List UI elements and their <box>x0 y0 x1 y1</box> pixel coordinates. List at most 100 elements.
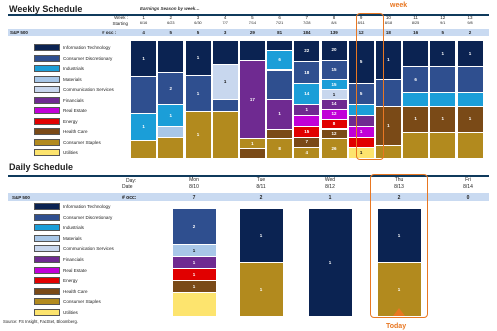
stack-segment <box>172 268 216 280</box>
legend-swatch <box>34 287 60 295</box>
legend-label: Energy <box>63 278 78 284</box>
segment-label: 1 <box>192 271 196 277</box>
week-occ-count: 12 <box>358 30 364 35</box>
segment-label: 1 <box>387 57 390 63</box>
stack-segment <box>457 105 483 132</box>
day-date: 8/12 <box>325 184 335 190</box>
day-occ-count: 2 <box>397 195 401 201</box>
stack-segment <box>267 99 293 129</box>
legend-swatch <box>34 298 60 306</box>
week-occ-count: 5 <box>169 30 173 35</box>
segment-label: 15 <box>331 81 337 87</box>
daily-sp-label: S&P 500 <box>12 195 30 200</box>
segment-label: 15 <box>304 128 310 134</box>
week-start-date: 7/14 <box>248 21 257 25</box>
stack-segment <box>348 104 374 116</box>
legend-label: Communication Services <box>63 87 114 92</box>
week-occ-count: 16 <box>413 30 419 35</box>
day-occ-count: 0 <box>466 195 470 201</box>
week-occ-count: 3 <box>223 30 227 35</box>
today-highlight <box>370 174 428 318</box>
stack-segment <box>321 118 347 129</box>
weekly-sp-label: S&P 500 <box>10 30 28 35</box>
stack-segment <box>377 208 421 262</box>
stack-segment <box>375 79 401 106</box>
segment-label: 1 <box>397 232 401 238</box>
legend-swatch <box>34 128 60 135</box>
segment-label: 12 <box>331 111 337 117</box>
week-start-date: 7/21 <box>275 21 284 25</box>
segment-label: 1 <box>441 50 445 56</box>
week-occ-count: 2 <box>468 30 472 35</box>
stack-segment <box>377 262 421 316</box>
legend-label: Materials <box>63 235 82 241</box>
legend-swatch <box>34 138 60 146</box>
week-number: 8 <box>332 15 336 20</box>
stack-segment <box>185 75 211 111</box>
week-number: 11 <box>413 15 418 20</box>
stack-segment <box>239 59 265 139</box>
day-date: 8/11 <box>256 184 266 190</box>
week-number: 1 <box>142 15 145 20</box>
legend-label: Consumer Staples <box>63 139 101 145</box>
legend-label: Real Estate <box>63 108 87 113</box>
segment-label: 7 <box>305 139 309 145</box>
weekly-subtitle: Earnings Season by week… <box>140 6 200 11</box>
stack-segment <box>457 131 483 158</box>
day-name: Tue <box>256 177 266 183</box>
segment-label: 1 <box>223 78 227 84</box>
week-number: 9 <box>359 15 363 20</box>
legend-label: Financials <box>63 257 84 262</box>
stack-segment <box>185 110 211 158</box>
day-name: Wed <box>324 177 336 183</box>
next-week-highlight <box>356 13 384 160</box>
stack-segment <box>308 208 352 316</box>
segment-label: 1 <box>196 55 200 61</box>
stack-segment <box>267 138 293 158</box>
stack-segment <box>131 76 157 113</box>
stack-segment <box>294 104 320 116</box>
daily-header-rule <box>8 175 489 177</box>
day-occ-count: 1 <box>328 195 332 201</box>
legend-swatch <box>34 65 60 72</box>
week-start-date: 8/4 <box>331 21 337 25</box>
segment-label: 17 <box>249 96 255 102</box>
day-row-label: Day: <box>126 178 137 184</box>
daily-sp-row <box>8 193 489 201</box>
legend-swatch <box>34 309 60 316</box>
legend-label: Industrials <box>63 225 84 231</box>
starting-row-label: Starting <box>112 21 128 26</box>
day-occ-count: 2 <box>259 195 263 201</box>
week-number: 6 <box>278 15 281 20</box>
legend-label: Industrials <box>63 66 84 71</box>
day-date: 8/10 <box>189 184 199 190</box>
stack-segment <box>158 40 184 73</box>
week-start-date: 6/23 <box>167 21 175 25</box>
today-callout: Today <box>386 323 407 330</box>
day-name: Mon <box>189 177 199 183</box>
segment-label: 1 <box>468 50 472 56</box>
segment-label: 4 <box>305 150 309 156</box>
stack-segment <box>239 148 265 158</box>
stack-segment <box>430 92 456 106</box>
segment-label: 2 <box>169 85 173 91</box>
today-arrow-icon <box>393 308 405 316</box>
day-occ-count: 7 <box>192 195 196 201</box>
segment-label: 18 <box>304 69 310 75</box>
stack-segment <box>131 112 157 140</box>
segment-label: 1 <box>169 112 173 118</box>
stack-segment <box>158 136 184 158</box>
segment-label: 1 <box>259 232 263 238</box>
week-start-date: 8/11 <box>357 21 365 25</box>
stack-segment <box>321 108 347 119</box>
segment-label: 22 <box>304 48 310 54</box>
segment-label: 1 <box>387 122 390 128</box>
segment-label: 12 <box>331 130 337 136</box>
legend-swatch <box>34 213 60 221</box>
week-start-date: 7/28 <box>303 21 311 25</box>
legend-label: Information Technology <box>63 204 111 209</box>
week-occ-count: 81 <box>277 30 283 35</box>
weekly-title: Weekly Schedule <box>9 4 83 14</box>
week-occ-count: 184 <box>303 30 311 35</box>
stack-segment <box>403 131 429 158</box>
